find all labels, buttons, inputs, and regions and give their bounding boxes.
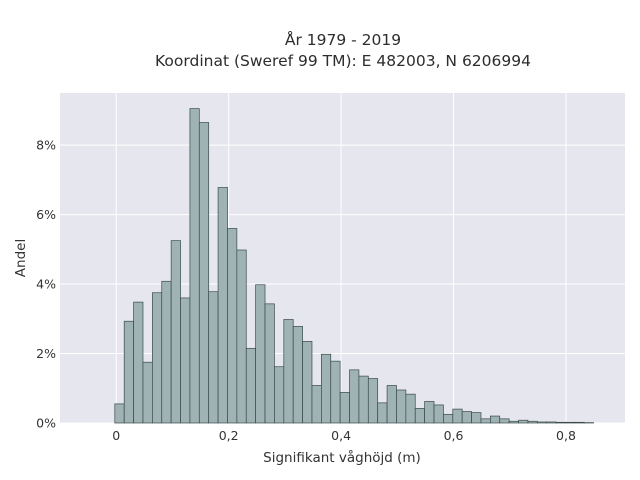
x-tick-label-4: 0,8 [556,428,576,443]
histogram-bar-6 [170,240,181,424]
histogram-bar-21 [311,385,322,424]
histogram-bar-7 [180,297,191,424]
histogram-bar-46 [546,421,557,424]
histogram-bar-2 [133,301,144,424]
y-tick-label-1: 2% [36,346,56,361]
histogram-bar-10 [208,291,219,424]
histogram-bar-37 [461,411,472,424]
histogram-bar-23 [330,360,341,424]
histogram-bar-19 [292,326,303,424]
histogram-bar-35 [443,413,454,424]
histogram-bar-31 [405,393,416,424]
histogram-bar-16 [264,303,275,424]
histogram-bar-13 [236,249,247,424]
y-tick-label-3: 6% [36,207,56,222]
histogram-bar-24 [339,392,350,424]
histogram-bar-49 [574,421,585,424]
y-tick-label-2: 4% [36,277,56,292]
y-tick-label-0: 0% [36,416,56,431]
x-tick-label-1: 0,2 [219,428,239,443]
histogram-bar-22 [321,353,332,424]
histogram-bar-17 [274,366,285,424]
histogram-bar-26 [358,375,369,424]
x-tick-labels: 0 0,2 0,4 0,6 0,8 [112,428,576,443]
histogram-bar-28 [377,402,388,424]
histogram-bar-32 [414,408,425,424]
x-tick-label-3: 0,6 [444,428,464,443]
histogram-bar-20 [302,341,313,424]
x-tick-label-2: 0,4 [331,428,351,443]
histogram-bar-41 [499,418,510,424]
histogram-bar-3 [142,361,153,424]
histogram-bar-0 [114,403,125,424]
histogram-bar-42 [508,420,519,424]
histogram-bar-45 [536,421,548,424]
histogram-bar-30 [396,389,407,424]
histogram-bars [114,108,594,424]
histogram-bar-25 [349,369,360,424]
histogram-bar-1 [123,320,134,424]
histogram-bar-29 [386,385,397,424]
histogram-bar-39 [480,418,491,424]
histogram-bar-43 [518,419,529,424]
x-axis-title: Signifikant våghöjd (m) [263,449,421,466]
histogram-bar-33 [424,401,435,424]
histogram-bar-48 [565,421,576,424]
histogram-bar-27 [367,378,379,424]
histogram-bar-38 [471,412,482,424]
histogram-bar-44 [527,420,538,424]
y-axis-title: Andel [13,239,29,277]
histogram-bar-36 [452,408,463,424]
histogram-bar-8 [189,108,200,424]
y-tick-labels: 0% 2% 4% 6% 8% [36,138,56,431]
chart-title-line-2: Koordinat (Sweref 99 TM): E 482003, N 62… [155,52,531,70]
chart-title-line-1: År 1979 - 2019 [285,30,401,49]
histogram-bar-11 [217,187,228,424]
histogram-bar-9 [198,122,210,424]
histogram-bar-47 [555,421,566,424]
histogram-bar-34 [433,404,444,424]
histogram-bar-4 [152,292,163,424]
histogram-bar-40 [490,415,501,424]
histogram-bar-18 [283,319,294,424]
histogram-bar-15 [255,284,266,424]
x-tick-label-0: 0 [112,428,120,443]
histogram-bar-5 [161,280,172,424]
histogram-bar-14 [245,347,256,424]
histogram-bar-12 [227,228,238,424]
y-tick-label-4: 8% [36,138,56,153]
